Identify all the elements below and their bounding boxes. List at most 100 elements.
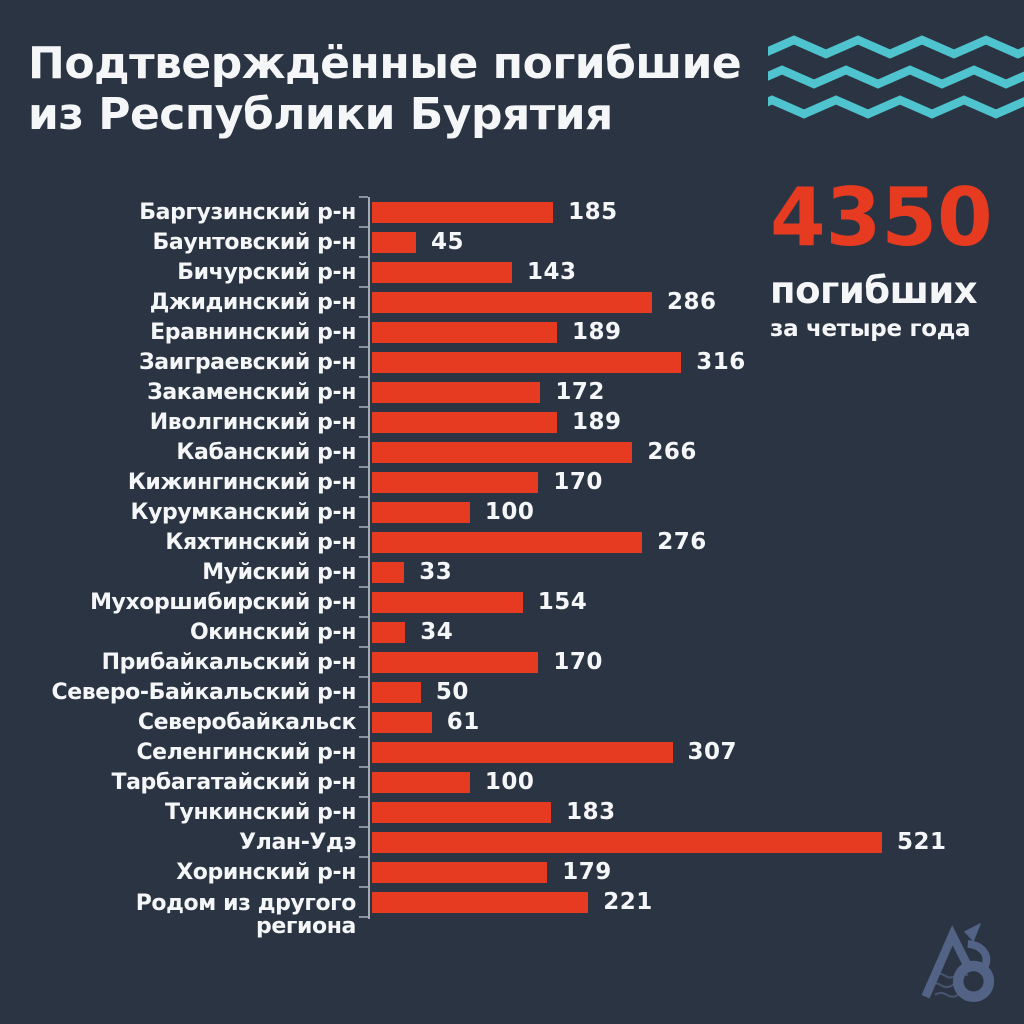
bar-track: 172: [372, 379, 996, 405]
page-title: Подтверждённые погибшие из Республики Бу…: [28, 38, 742, 141]
bar-value: 45: [431, 229, 465, 255]
bar: [372, 591, 523, 613]
axis-tick: [359, 586, 368, 588]
axis-tick: [359, 556, 368, 558]
bar-track: 189: [372, 409, 996, 435]
category-label: Хоринский р-н: [176, 859, 356, 885]
bar-row: Иволгинский р-н 189: [28, 407, 996, 437]
bar-value: 50: [435, 679, 469, 705]
bar-value: 100: [484, 769, 535, 795]
category-label: Родом из другого региона: [135, 891, 357, 939]
bar: [372, 651, 539, 673]
category-label: Баунтовский р-н: [152, 229, 357, 255]
bar-value: 33: [419, 559, 453, 585]
bar-row: Мухоршибирский р-н 154: [28, 587, 996, 617]
bar: [372, 471, 539, 493]
bar-track: 143: [372, 259, 996, 285]
category-label: Селенгинский р-н: [136, 739, 356, 765]
bar-track: 170: [372, 649, 996, 675]
axis-tick: [359, 526, 368, 528]
category-label: Джидинский р-н: [149, 289, 357, 315]
axis-tick: [359, 316, 368, 318]
bar-value: 154: [537, 589, 588, 615]
bar-track: 276: [372, 529, 996, 555]
category-label: Тункинский р-н: [164, 799, 356, 825]
bar-row: Кижингинский р-н 170: [28, 467, 996, 497]
axis-tick: [359, 256, 368, 258]
bar-row: Баунтовский р-н 45: [28, 227, 996, 257]
bar: [372, 201, 554, 223]
axis-tick: [359, 856, 368, 858]
category-label: Мухоршибирский р-н: [90, 589, 356, 615]
bar-track: 221: [372, 889, 996, 915]
bar: [372, 321, 557, 343]
bar-row: Хоринский р-н 179: [28, 857, 996, 887]
bar-track: 100: [372, 769, 996, 795]
bar-row: Окинский р-н 34: [28, 617, 996, 647]
title-line1: Подтверждённые погибшие: [28, 38, 742, 89]
total-count: 4350: [770, 171, 993, 264]
bar-track: 100: [372, 499, 996, 525]
bar-value: 189: [572, 409, 622, 435]
bar-track: 286: [372, 289, 996, 315]
bar-track: 34: [372, 619, 996, 645]
bar-row: Тункинский р-н 183: [28, 797, 996, 827]
bar-track: 50: [372, 679, 996, 705]
bar-track: 316: [372, 349, 996, 375]
zigzag-waves-icon: [768, 35, 1024, 119]
bar-row: Курумканский р-н 100: [28, 497, 996, 527]
bar: [372, 891, 589, 913]
bar-track: 45: [372, 229, 996, 255]
axis-tick: [359, 766, 368, 768]
bar-row: Родом из другого региона 221: [28, 887, 996, 938]
bar: [372, 351, 682, 373]
axis-tick: [359, 286, 368, 288]
category-label: Улан-Удэ: [239, 829, 356, 855]
bar-track: 61: [372, 709, 996, 735]
bar: [372, 531, 643, 553]
bar-row: Еравнинский р-н 189: [28, 317, 996, 347]
bar: [372, 741, 673, 763]
category-label: Муйский р-н: [202, 559, 356, 585]
total-label: погибших: [770, 269, 978, 312]
category-label: Баргузинский р-н: [139, 199, 356, 225]
bar: [372, 561, 405, 583]
bar-value: 307: [687, 739, 738, 765]
axis-tick: [359, 646, 368, 648]
category-label: Бичурский р-н: [177, 259, 356, 285]
bar-track: 183: [372, 799, 996, 825]
bar-row: Закаменский р-н 172: [28, 377, 996, 407]
bar-value: 185: [568, 199, 618, 225]
bar-value: 316: [696, 349, 746, 375]
bar-value: 170: [553, 469, 603, 495]
bar-value: 179: [562, 859, 612, 885]
bar-track: 185: [372, 199, 996, 225]
summary-block: 4350 погибших за четыре года: [770, 171, 993, 342]
category-label: Окинский р-н: [190, 619, 356, 645]
bar-chart: Баргузинский р-н 185 Баунтовский р-н 45 Бичу…: [28, 196, 996, 938]
bar-track: 266: [372, 439, 996, 465]
category-label: Северобайкальск: [137, 709, 357, 735]
bar-track: 179: [372, 859, 996, 885]
bar-row: Северо-Байкальский р-н 50: [28, 677, 996, 707]
bar-row: Муйский р-н 33: [28, 557, 996, 587]
bar-value: 172: [555, 379, 605, 405]
bar: [372, 291, 652, 313]
axis-tick: [359, 736, 368, 738]
axis-tick: [359, 616, 368, 618]
bar-track: 307: [372, 739, 996, 765]
total-period: за четыре года: [770, 316, 971, 342]
bar: [372, 831, 882, 853]
bar: [372, 231, 416, 253]
bar-row: Северобайкальск 61: [28, 707, 996, 737]
bar-row: Бичурский р-н 143: [28, 257, 996, 287]
bar: [372, 681, 421, 703]
category-label: Прибайкальский р-н: [101, 649, 357, 675]
category-label: Кижингинский р-н: [127, 469, 357, 495]
bar: [372, 381, 541, 403]
bar-row: Заиграевский р-н 316: [28, 347, 996, 377]
bar: [372, 411, 557, 433]
bar-row: Селенгинский р-н 307: [28, 737, 996, 767]
category-label: Северо-Байкальский р-н: [51, 679, 357, 705]
bar-row: Улан-Удэ 521: [28, 827, 996, 857]
